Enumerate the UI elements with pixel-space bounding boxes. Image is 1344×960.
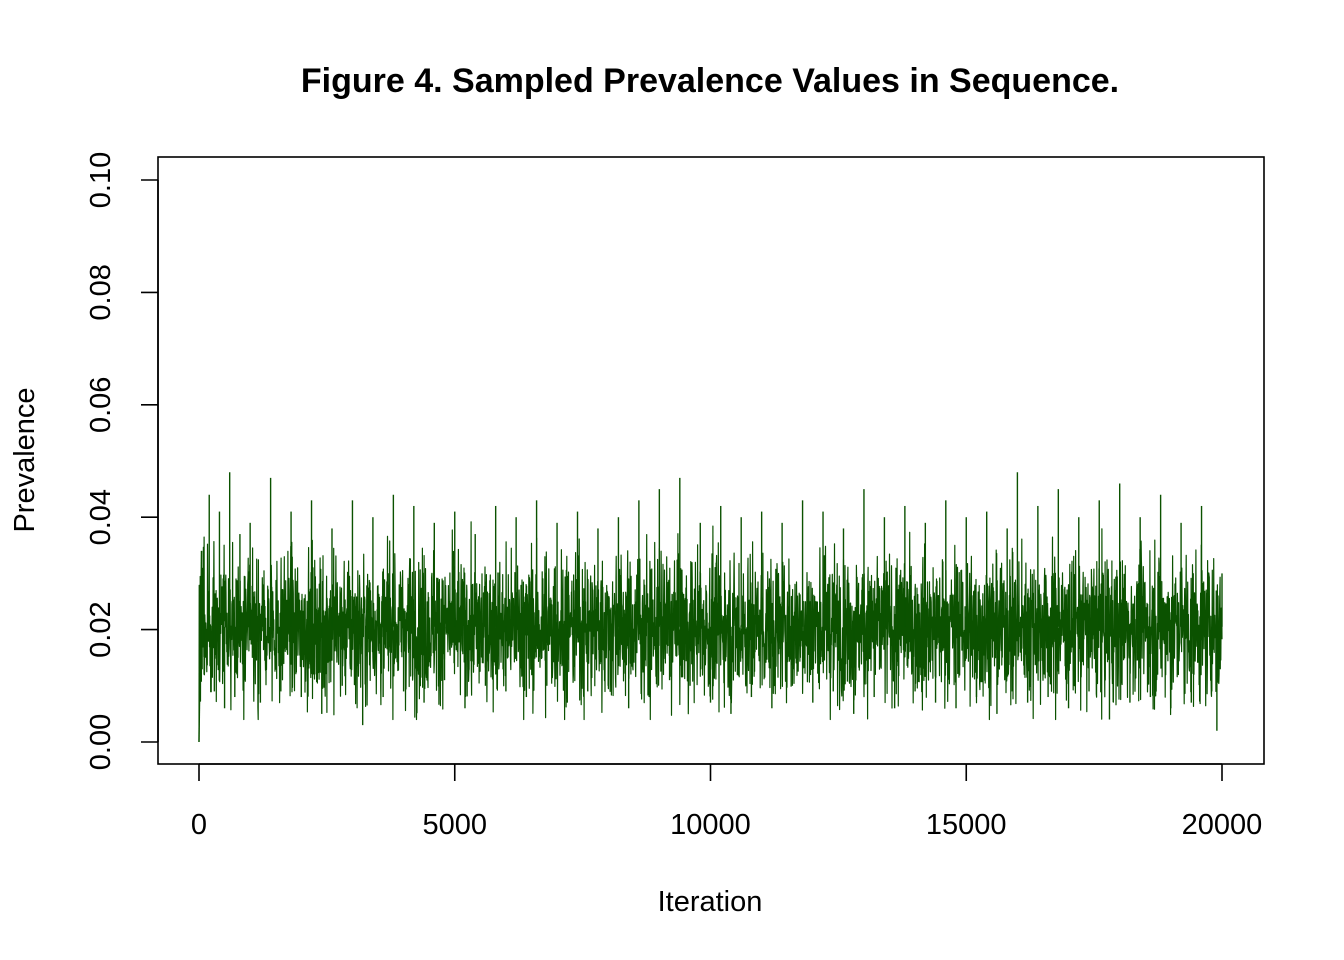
y-tick-label: 0.06 bbox=[85, 377, 117, 433]
x-tick-label: 15000 bbox=[926, 809, 1007, 841]
x-tick-label: 10000 bbox=[670, 809, 751, 841]
chart-title: Figure 4. Sampled Prevalence Values in S… bbox=[301, 62, 1119, 100]
y-tick-label: 0.00 bbox=[85, 714, 117, 770]
x-tick-label: 20000 bbox=[1182, 809, 1263, 841]
trace-layer bbox=[198, 472, 1223, 743]
x-tick-label: 0 bbox=[191, 809, 207, 841]
x-axis: 0 5000 10000 15000 20000 bbox=[191, 763, 1263, 841]
x-axis-label: Iteration bbox=[658, 886, 763, 918]
y-axis-label: Prevalence bbox=[9, 387, 41, 532]
y-tick-label: 0.10 bbox=[85, 152, 117, 208]
y-tick-label: 0.04 bbox=[85, 489, 117, 545]
y-axis: 0.00 0.02 0.04 0.06 0.08 0.10 bbox=[85, 152, 159, 770]
trace-start bbox=[198, 550, 203, 743]
x-tick-label: 5000 bbox=[422, 809, 487, 841]
y-tick-label: 0.02 bbox=[85, 601, 117, 657]
y-tick-label: 0.08 bbox=[85, 264, 117, 320]
